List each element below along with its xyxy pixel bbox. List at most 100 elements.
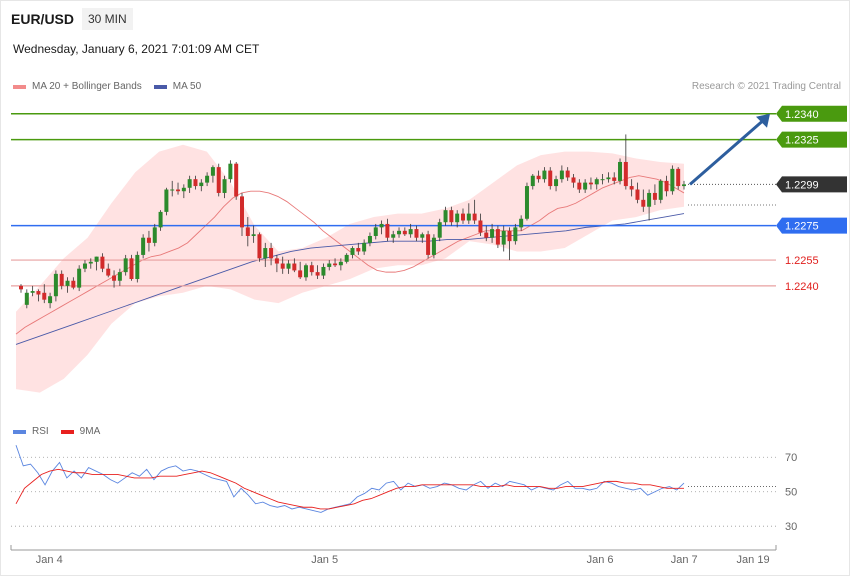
candle-body xyxy=(670,168,675,192)
candle-body xyxy=(356,248,361,252)
level-label-1: 1.2325 xyxy=(785,135,819,147)
candle-body xyxy=(577,182,582,190)
candle-body xyxy=(565,170,570,178)
legend-label-9ma: 9MA xyxy=(79,426,101,437)
candle-body xyxy=(315,272,320,276)
candle-body xyxy=(588,182,593,185)
candle-body xyxy=(88,261,93,264)
candle-body xyxy=(449,210,454,223)
candle-body xyxy=(606,177,611,180)
last-price-tag xyxy=(776,176,847,193)
interval-button[interactable]: 30 MIN xyxy=(82,8,133,30)
candle-body xyxy=(600,179,605,181)
legend-swatch-ma50 xyxy=(153,84,167,89)
candle-body xyxy=(152,227,157,243)
candle-body xyxy=(344,254,349,262)
price-legend: MA 20 + Bollinger Bands MA 50 xyxy=(13,81,213,92)
candle-body xyxy=(594,179,599,185)
x-tick-label-3: Jan 7 xyxy=(671,554,698,566)
symbol-title: EUR/USD xyxy=(11,11,75,27)
candle-body xyxy=(420,234,425,238)
candle-body xyxy=(478,220,483,233)
level-tag-1 xyxy=(776,131,847,148)
level-tag-0 xyxy=(776,105,847,122)
x-tick-label-1: Jan 5 xyxy=(311,554,338,566)
legend-rsi: RSI xyxy=(13,426,49,437)
candle-body xyxy=(263,248,268,259)
candle-body xyxy=(461,213,465,221)
candle-body xyxy=(397,230,402,235)
level-label-4: 1.2240 xyxy=(785,281,819,293)
candle-body xyxy=(251,234,256,236)
candle-body xyxy=(524,186,529,219)
ma50-line xyxy=(15,213,685,345)
forecast-arrow-shaft xyxy=(689,118,765,186)
candle-body xyxy=(71,280,76,288)
datetime-label: Wednesday, January 6, 2021 7:01:09 AM CE… xyxy=(13,42,260,56)
candle-body xyxy=(647,192,652,207)
candle-body xyxy=(141,237,146,255)
candle-body xyxy=(42,292,47,300)
candle-body xyxy=(333,263,338,266)
candle-body xyxy=(65,280,70,286)
candle-body xyxy=(222,179,227,193)
candle-body xyxy=(676,168,681,187)
x-tick-label-2: Jan 6 xyxy=(587,554,614,566)
rsi-ma-line xyxy=(15,468,684,510)
candle-body xyxy=(554,179,559,187)
candle-body xyxy=(94,256,99,262)
candle-body xyxy=(455,213,460,223)
candle-body xyxy=(117,272,122,281)
candle-body xyxy=(466,213,471,221)
candle-body xyxy=(146,237,151,243)
candle-body xyxy=(571,177,576,183)
rsi-line xyxy=(15,445,685,513)
level-label-3: 1.2255 xyxy=(785,255,819,267)
candle-body xyxy=(379,223,384,228)
credit-text: Research © 2021 Trading Central xyxy=(691,81,841,92)
x-tick-label-0: Jan 4 xyxy=(36,554,63,566)
candle-body xyxy=(36,291,41,295)
x-tick-label-4: Jan 19 xyxy=(737,554,770,566)
candle-body xyxy=(612,177,617,181)
legend-swatch-rsi xyxy=(13,429,26,434)
candle-body xyxy=(100,256,105,269)
candle-body xyxy=(623,161,628,187)
candle-body xyxy=(635,189,640,200)
candle-body xyxy=(426,234,431,255)
candle-body xyxy=(245,227,250,236)
rsi-tick-label-0: 70 xyxy=(785,452,797,464)
candle-body xyxy=(618,161,623,181)
candle-body xyxy=(298,270,303,278)
candle-body xyxy=(495,229,500,245)
candle-body xyxy=(234,163,239,197)
legend-ma50: MA 50 xyxy=(153,81,202,92)
candle-body xyxy=(274,258,279,264)
candle-body xyxy=(501,230,506,245)
candle-body xyxy=(176,189,181,192)
legend-9ma: 9MA xyxy=(60,426,101,437)
candle-body xyxy=(286,263,291,269)
candle-body xyxy=(490,229,495,238)
candle-body xyxy=(391,234,396,238)
candle-body xyxy=(303,265,308,278)
candle-body xyxy=(431,237,436,255)
legend-label-ma50: MA 50 xyxy=(172,81,202,92)
candle-body xyxy=(414,229,419,238)
candle-body xyxy=(309,265,314,273)
candle-body xyxy=(583,182,588,190)
candle-body xyxy=(59,273,64,286)
candle-body xyxy=(408,229,413,235)
candle-body xyxy=(362,242,367,252)
candle-body xyxy=(548,170,553,187)
candle-body xyxy=(519,218,524,228)
legend-swatch-9ma xyxy=(60,429,74,434)
candle-body xyxy=(629,186,634,190)
candle-body xyxy=(664,180,669,192)
candle-body xyxy=(228,163,233,180)
rsi-legend: RSI 9MA xyxy=(13,426,112,437)
candle-body xyxy=(181,187,186,192)
candle-body xyxy=(513,227,518,242)
candle-body xyxy=(24,292,29,305)
